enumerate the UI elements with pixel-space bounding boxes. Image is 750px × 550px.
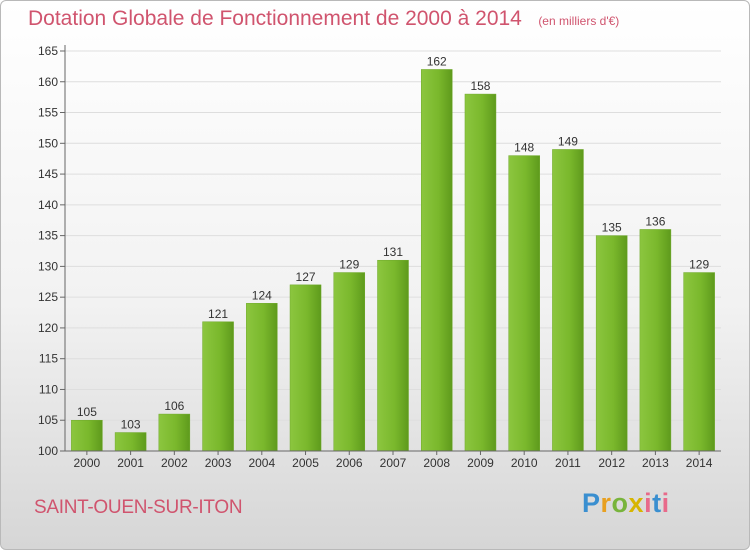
x-tick-label: 2003 [205, 456, 232, 470]
x-tick-label: 2000 [74, 456, 101, 470]
x-tick-label: 2004 [248, 456, 275, 470]
bar-value-label: 158 [470, 79, 490, 93]
x-tick-label: 2013 [642, 456, 669, 470]
chart-title: Dotation Globale de Fonctionnement de 20… [28, 7, 522, 30]
bar-2010 [508, 155, 540, 452]
bar-value-label: 103 [121, 418, 141, 432]
bar-2001 [114, 432, 147, 452]
x-tick-label: 2012 [598, 456, 625, 470]
bar-2007 [377, 259, 409, 452]
proxiti-logo[interactable]: Proxiti [582, 488, 670, 518]
y-tick-label: 135 [38, 229, 58, 243]
bar-value-label: 136 [645, 214, 665, 228]
y-tick-label: 150 [38, 136, 58, 150]
y-tick-label: 140 [38, 198, 58, 212]
y-tick-label: 125 [38, 290, 58, 304]
y-tick-label: 115 [39, 352, 58, 366]
bar-value-label: 148 [514, 141, 534, 155]
bar-2000 [71, 419, 103, 452]
x-tick-label: 2006 [336, 456, 363, 470]
x-tick-label: 2002 [161, 456, 188, 470]
bar-2012 [595, 235, 628, 452]
bar-value-label: 129 [689, 258, 709, 272]
bar-value-label: 129 [339, 258, 359, 272]
y-tick-label: 110 [39, 382, 58, 396]
bar-value-label: 106 [164, 399, 184, 413]
bar-value-label: 127 [296, 270, 316, 284]
title-row: Dotation Globale de Fonctionnement de 20… [28, 7, 619, 31]
bar-value-label: 121 [208, 307, 228, 321]
bar-2013 [639, 229, 672, 452]
y-tick-label: 105 [38, 413, 58, 427]
x-tick-label: 2011 [555, 456, 581, 470]
bar-2006 [333, 272, 366, 452]
x-tick-label: 2010 [511, 456, 538, 470]
x-tick-label: 2008 [423, 456, 450, 470]
bars: 105 103 106 121 124 127 129 131 162 158 148 149 135 1… [71, 54, 715, 452]
bar-2002 [158, 413, 191, 452]
bar-2005 [289, 284, 322, 452]
bar-value-label: 105 [77, 405, 97, 419]
y-tick-label: 100 [38, 444, 58, 458]
x-tick-label: 2007 [380, 456, 407, 470]
axes: 100 105 110 115 120 125 130 135 140 145 150 155 160 1… [38, 44, 721, 470]
bar-2014 [683, 272, 715, 452]
bar-value-label: 162 [427, 54, 447, 68]
x-tick-label: 2009 [467, 456, 494, 470]
bar-2004 [246, 303, 278, 452]
y-tick-label: 165 [38, 44, 58, 58]
x-tick-label: 2005 [292, 456, 319, 470]
bar-2003 [202, 321, 234, 452]
bar-value-label: 135 [602, 221, 622, 235]
bar-value-label: 124 [252, 288, 272, 302]
y-tick-label: 145 [38, 167, 58, 181]
bar-value-label: 131 [383, 245, 403, 259]
y-tick-label: 155 [38, 106, 58, 120]
bar-value-label: 149 [558, 134, 578, 148]
x-tick-label: 2014 [686, 456, 713, 470]
bar-2008 [420, 69, 453, 452]
x-tick-label: 2001 [117, 456, 144, 470]
bar-2009 [464, 93, 497, 452]
y-tick-label: 130 [38, 259, 58, 273]
bar-2011 [552, 149, 584, 452]
y-tick-label: 160 [38, 75, 58, 89]
commune-name: SAINT-OUEN-SUR-ITON [34, 497, 243, 518]
y-tick-label: 120 [38, 321, 58, 335]
chart-subtitle: (en milliers d'€) [538, 14, 620, 28]
